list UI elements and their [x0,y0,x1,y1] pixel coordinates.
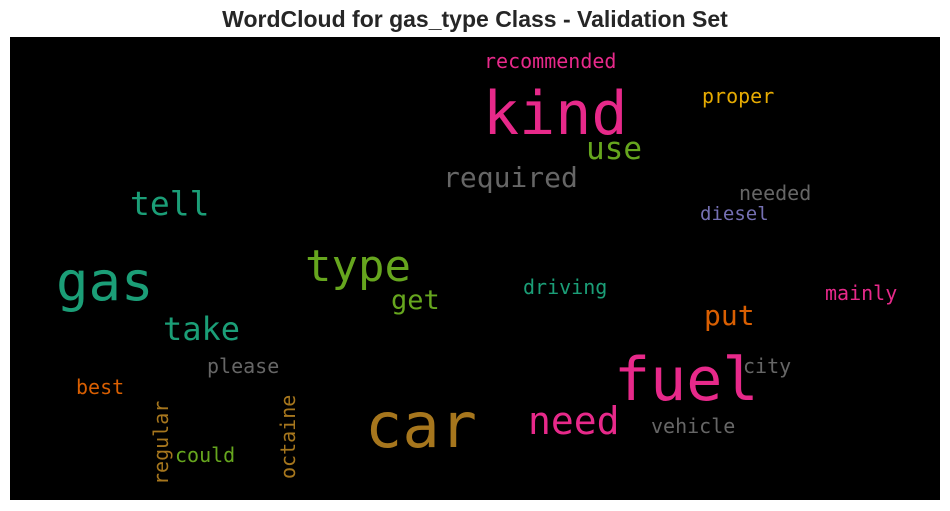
word-take: take [163,310,241,348]
word-mainly: mainly [825,281,898,305]
word-driving: driving [523,275,608,299]
word-best: best [76,375,125,399]
chart-title: WordCloud for gas_type Class - Validatio… [222,6,728,32]
word-city: city [743,354,792,378]
word-required: required [443,161,578,194]
wordcloud-canvas: car kind fuel gas type need take tell re… [10,37,940,500]
word-fuel: fuel [614,345,759,415]
word-need: need [528,399,620,443]
word-tell: tell [130,184,210,223]
word-get: get [391,285,440,316]
word-diesel: diesel [700,203,769,225]
word-please: please [207,354,280,378]
word-kind: kind [483,79,628,149]
word-gas: gas [56,250,154,313]
word-needed: needed [739,181,812,205]
word-recommended: recommended [484,49,617,73]
word-put: put [704,299,755,332]
word-type: type [305,241,411,292]
word-use: use [586,131,642,167]
word-vehicle: vehicle [651,414,736,438]
word-proper: proper [702,84,775,108]
word-could: could [175,443,236,467]
word-regular: regular [149,400,173,485]
word-car: car [365,389,477,462]
word-octaine: octaine [276,394,300,479]
